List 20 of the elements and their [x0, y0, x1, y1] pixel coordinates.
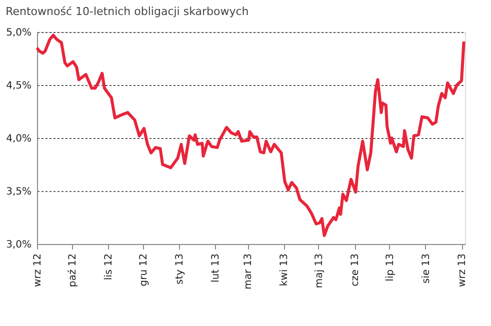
y-tick-label: 4,5%: [6, 80, 32, 92]
x-tick-label: mar 13: [243, 254, 254, 290]
x-tick-label: lis 12: [103, 254, 114, 280]
x-tick-label: maj 13: [314, 254, 325, 288]
chart-title: Rentowność 10-letnich obligacji skarbowych: [6, 5, 249, 18]
y-tick-label: 5,0%: [6, 28, 32, 38]
x-tick-label: wrz 13: [457, 254, 468, 287]
x-tick-label: sie 13: [420, 254, 432, 284]
x-tick-label: wrz 12: [32, 254, 44, 287]
x-tick-label: lip 13: [384, 254, 396, 282]
x-tick-label: lut 13: [210, 254, 222, 282]
y-tick-label: 4,0%: [6, 134, 32, 144]
y-tick-label: 3,0%: [6, 240, 32, 250]
x-tick-label: sty 13: [174, 254, 186, 284]
x-tick-label: kwi 13: [279, 254, 290, 286]
y-tick-label: 3,5%: [6, 186, 32, 198]
x-tick-label: paź 12: [66, 254, 78, 288]
line-series: [36, 34, 466, 238]
x-tick-label: gru 12: [138, 254, 150, 286]
x-tick-label: cze 13: [350, 254, 362, 286]
